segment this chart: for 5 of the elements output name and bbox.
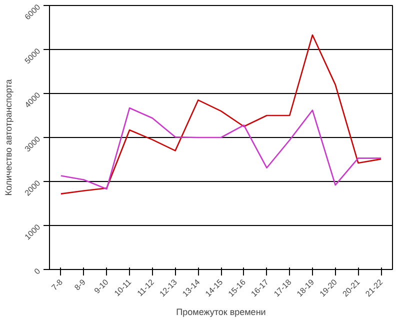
y-tick-label: 0 <box>32 266 42 276</box>
y-axis-title: Количество автотранспорта <box>4 79 14 196</box>
x-tick-label: 7-8 <box>50 277 65 292</box>
x-tick-label: 8-9 <box>72 277 88 292</box>
x-axis-title: Промежуток времени <box>176 307 266 318</box>
